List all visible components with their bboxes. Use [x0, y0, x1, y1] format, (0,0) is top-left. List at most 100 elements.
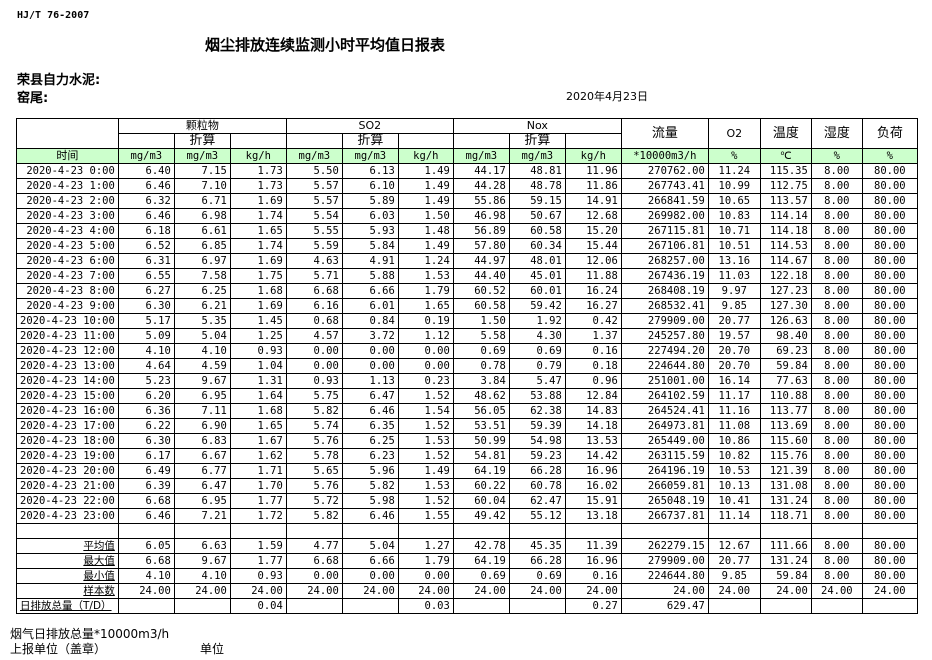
summary-row: 日排放总量（T/D） 0.04 0.03 0.27 629.47: [16, 598, 918, 614]
value-cell: 8.00: [810, 493, 863, 509]
value-cell: 1.49: [397, 178, 454, 194]
value-cell: 6.39: [117, 478, 175, 494]
time-cell: 2020-4-23 18:00: [16, 433, 119, 449]
group-particulate: 颗粒物: [117, 118, 287, 134]
value-cell: 8.00: [810, 358, 863, 374]
value-cell: 10.13: [707, 478, 761, 494]
value-cell: 44.17: [452, 163, 510, 179]
time-cell: 2020-4-23 0:00: [16, 163, 119, 179]
value-cell: 6.67: [173, 448, 231, 464]
value-cell: 1.65: [229, 223, 287, 239]
value-cell: 80.00: [861, 448, 918, 464]
value-cell: 1.50: [452, 313, 510, 329]
time-cell: 2020-4-23 1:00: [16, 178, 119, 194]
value-cell: 24.00: [564, 583, 622, 599]
value-cell: 5.75: [285, 388, 343, 404]
header-o2: O2: [707, 118, 761, 149]
value-cell: 8.00: [810, 433, 863, 449]
unit-cell: mg/m3: [508, 148, 566, 164]
value-cell: 54.81: [452, 448, 510, 464]
value-cell: 8.00: [810, 208, 863, 224]
value-cell: 1.54: [397, 403, 454, 419]
value-cell: [861, 598, 918, 614]
value-cell: 8.00: [810, 223, 863, 239]
value-cell: 5.47: [508, 373, 566, 389]
value-cell: 6.23: [341, 448, 399, 464]
converted-label: 折算: [173, 133, 231, 149]
time-cell: 2020-4-23 12:00: [16, 343, 119, 359]
value-cell: 6.55: [117, 268, 175, 284]
value-cell: 264524.41: [620, 403, 709, 419]
value-cell: 122.18: [759, 268, 812, 284]
value-cell: 4.57: [285, 328, 343, 344]
value-cell: 80.00: [861, 553, 918, 569]
table-row: 2020-4-23 7:00 6.55 7.58 1.75 5.71 5.88 1.53 44…: [16, 268, 918, 284]
time-cell: 2020-4-23 10:00: [16, 313, 119, 329]
value-cell: 0.69: [508, 343, 566, 359]
value-cell: 69.23: [759, 343, 812, 359]
value-cell: 10.53: [707, 463, 761, 479]
value-cell: 0.93: [285, 373, 343, 389]
value-cell: 6.95: [173, 493, 231, 509]
time-cell: 2020-4-23 21:00: [16, 478, 119, 494]
value-cell: 4.91: [341, 253, 399, 269]
value-cell: 1.70: [229, 478, 287, 494]
value-cell: 24.00: [707, 583, 761, 599]
value-cell: 11.86: [564, 178, 622, 194]
value-cell: 1.55: [397, 508, 454, 524]
value-cell: 13.18: [564, 508, 622, 524]
value-cell: 5.55: [285, 223, 343, 239]
value-cell: 1.77: [229, 553, 287, 569]
unit-cell: kg/h: [397, 148, 454, 164]
value-cell: 12.68: [564, 208, 622, 224]
summary-label: 最大值: [16, 553, 119, 569]
value-cell: 6.13: [341, 163, 399, 179]
table-row: 2020-4-23 12:00 4.10 4.10 0.93 0.00 0.00 0.00 0…: [16, 343, 918, 359]
value-cell: [759, 598, 812, 614]
value-cell: 6.27: [117, 283, 175, 299]
value-cell: 6.03: [341, 208, 399, 224]
value-cell: 265048.19: [620, 493, 709, 509]
value-cell: 1.13: [341, 373, 399, 389]
value-cell: 6.32: [117, 193, 175, 209]
value-cell: 8.00: [810, 163, 863, 179]
table-row: 2020-4-23 8:00 6.27 6.25 1.68 6.68 6.66 1.79 60…: [16, 283, 918, 299]
time-cell: 2020-4-23 5:00: [16, 238, 119, 254]
value-cell: 60.58: [508, 223, 566, 239]
value-cell: 5.65: [285, 463, 343, 479]
value-cell: 1.65: [397, 298, 454, 314]
value-cell: 8.00: [810, 463, 863, 479]
value-cell: 0.19: [397, 313, 454, 329]
unit-cell: %: [810, 148, 863, 164]
summary-row: 最大值 6.68 9.67 1.77 6.68 6.66 1.79 64.19 66.28 16.…: [16, 553, 918, 569]
value-cell: 5.59: [285, 238, 343, 254]
value-cell: 1.31: [229, 373, 287, 389]
value-cell: 114.18: [759, 223, 812, 239]
value-cell: 126.63: [759, 313, 812, 329]
value-cell: [810, 598, 863, 614]
time-cell: 2020-4-23 9:00: [16, 298, 119, 314]
time-cell: 2020-4-23 2:00: [16, 193, 119, 209]
value-cell: 12.67: [707, 538, 761, 554]
value-cell: 6.83: [173, 433, 231, 449]
table-row: 2020-4-23 14:00 5.23 9.67 1.31 0.93 1.13 0.23 3…: [16, 373, 918, 389]
value-cell: 16.02: [564, 478, 622, 494]
value-cell: 4.10: [173, 343, 231, 359]
value-cell: 5.76: [285, 433, 343, 449]
value-cell: 80.00: [861, 298, 918, 314]
value-cell: 14.91: [564, 193, 622, 209]
value-cell: 59.84: [759, 568, 812, 584]
table-row: 2020-4-23 9:00 6.30 6.21 1.69 6.16 6.01 1.65 60…: [16, 298, 918, 314]
value-cell: 14.42: [564, 448, 622, 464]
value-cell: 11.08: [707, 418, 761, 434]
value-cell: 53.88: [508, 388, 566, 404]
value-cell: 77.63: [759, 373, 812, 389]
table-row: 2020-4-23 6:00 6.31 6.97 1.69 4.63 4.91 1.24 44…: [16, 253, 918, 269]
value-cell: 8.00: [810, 553, 863, 569]
value-cell: 62.38: [508, 403, 566, 419]
value-cell: 24.00: [229, 583, 287, 599]
value-cell: 251001.00: [620, 373, 709, 389]
value-cell: 1.62: [229, 448, 287, 464]
value-cell: 113.69: [759, 418, 812, 434]
value-cell: 114.53: [759, 238, 812, 254]
